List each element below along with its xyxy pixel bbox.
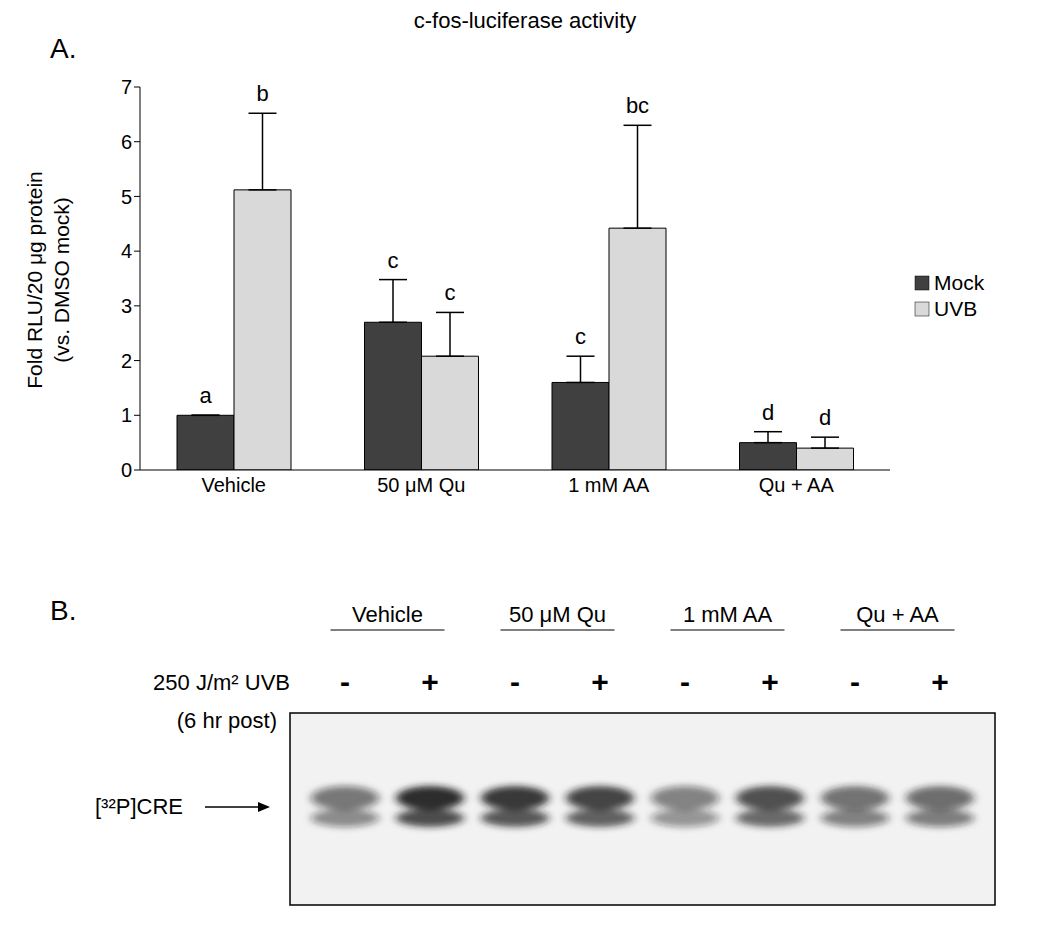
svg-text:250 J/m² UVB: 250 J/m² UVB <box>153 670 290 695</box>
svg-text:b: b <box>256 81 268 106</box>
svg-text:c-fos-luciferase activity: c-fos-luciferase activity <box>414 8 637 33</box>
svg-text:(6 hr post): (6 hr post) <box>177 708 277 733</box>
svg-text:Qu + AA: Qu + AA <box>759 474 835 496</box>
svg-text:2: 2 <box>121 350 132 372</box>
svg-text:1 mM AA: 1 mM AA <box>568 474 650 496</box>
svg-text:0: 0 <box>121 459 132 481</box>
svg-text:d: d <box>762 400 774 425</box>
svg-text:+: + <box>421 665 439 698</box>
svg-text:-: - <box>680 665 690 698</box>
svg-text:3: 3 <box>121 295 132 317</box>
svg-text:1: 1 <box>121 404 132 426</box>
svg-text:-: - <box>340 665 350 698</box>
svg-text:+: + <box>931 665 949 698</box>
svg-text:c: c <box>388 248 399 273</box>
svg-text:[³²P]CRE: [³²P]CRE <box>95 794 183 819</box>
svg-text:bc: bc <box>626 93 649 118</box>
svg-text:d: d <box>819 405 831 430</box>
svg-text:Mock: Mock <box>934 271 985 294</box>
svg-text:4: 4 <box>121 240 132 262</box>
svg-text:A.: A. <box>50 33 76 64</box>
svg-text:5: 5 <box>121 186 132 208</box>
svg-text:Qu + AA: Qu + AA <box>856 602 939 627</box>
svg-text:Fold RLU/20 μg protein: Fold RLU/20 μg protein <box>23 171 46 389</box>
svg-text:a: a <box>199 383 212 408</box>
svg-text:(vs. DMSO mock): (vs. DMSO mock) <box>50 197 73 363</box>
svg-text:Vehicle: Vehicle <box>352 602 423 627</box>
svg-text:1 mM AA: 1 mM AA <box>683 602 773 627</box>
svg-text:UVB: UVB <box>934 297 977 320</box>
svg-text:50 μM Qu: 50 μM Qu <box>377 474 465 496</box>
svg-text:7: 7 <box>121 76 132 98</box>
svg-text:6: 6 <box>121 131 132 153</box>
svg-text:c: c <box>575 324 586 349</box>
svg-text:-: - <box>510 665 520 698</box>
svg-text:+: + <box>591 665 609 698</box>
svg-text:Vehicle: Vehicle <box>202 474 267 496</box>
svg-text:+: + <box>761 665 779 698</box>
svg-text:50 μM Qu: 50 μM Qu <box>509 602 606 627</box>
svg-text:B.: B. <box>50 595 76 626</box>
svg-text:c: c <box>445 280 456 305</box>
svg-text:-: - <box>850 665 860 698</box>
